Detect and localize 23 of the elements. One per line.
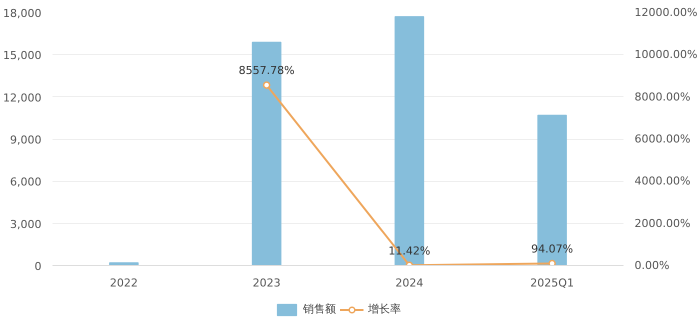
y-tick-label: 9,000 [10, 134, 42, 146]
legend-label: 销售额 [303, 302, 336, 316]
y-tick-label: 0 [34, 260, 42, 273]
x-tick-label: 2023 [252, 276, 281, 290]
y-tick-label: 6,000 [10, 176, 42, 189]
y-tick-label: 15,000 [3, 49, 42, 62]
y2-tick-label: 0.00% [634, 259, 670, 272]
legend-label: 增长率 [368, 302, 401, 316]
x-tick-label: 2025Q1 [530, 276, 574, 290]
y2-tick-label: 6000.00% [634, 132, 690, 146]
y2-tick-label: 4000.00% [634, 174, 690, 188]
x-tick-label: 2022 [110, 276, 138, 290]
point [548, 260, 556, 266]
y-tick-label: 12,000 [3, 91, 42, 104]
point [262, 81, 270, 89]
y-tick-label: 18,000 [3, 7, 42, 20]
y2-tick-label: 10000.00% [634, 48, 698, 62]
y2-tick-label: 12000.00% [634, 6, 698, 19]
y-tick-label: 3,000 [10, 218, 42, 231]
y2-tick-label: 8000.00% [634, 90, 690, 104]
bar [109, 262, 139, 266]
x-tick-label: 2024 [395, 276, 424, 290]
y2-tick-label: 2000.00% [634, 216, 690, 230]
